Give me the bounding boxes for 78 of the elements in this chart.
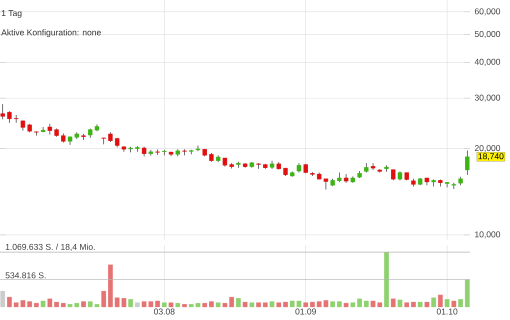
bar bbox=[404, 302, 410, 308]
bar bbox=[464, 279, 470, 308]
bar bbox=[135, 302, 140, 308]
bar bbox=[418, 302, 423, 308]
bar bbox=[60, 302, 66, 308]
candlestick bbox=[324, 178, 328, 190]
bar bbox=[370, 300, 376, 308]
bar bbox=[444, 299, 450, 308]
bar bbox=[34, 302, 39, 308]
text: 1 Tag bbox=[2, 10, 22, 18]
candlestick bbox=[182, 148, 187, 156]
bar bbox=[128, 299, 133, 308]
text: 18,740 bbox=[478, 153, 504, 160]
bar bbox=[209, 301, 214, 308]
bar bbox=[256, 302, 261, 308]
bar bbox=[390, 298, 396, 308]
candlestick bbox=[256, 162, 261, 170]
bar bbox=[324, 300, 328, 308]
bar bbox=[451, 300, 456, 308]
candlestick bbox=[196, 145, 200, 152]
candlestick bbox=[364, 162, 369, 173]
ref-line-label: 534.816 S. bbox=[6, 272, 46, 278]
candlestick bbox=[0, 104, 5, 120]
bar bbox=[364, 300, 369, 308]
bar bbox=[438, 294, 443, 308]
ref-line-label: 1.069.633 S. / 18,4 Mio. bbox=[6, 244, 95, 251]
bar bbox=[270, 301, 274, 308]
bar bbox=[431, 298, 436, 308]
candlestick bbox=[88, 128, 92, 138]
y-tick-label: 20,000 bbox=[474, 145, 500, 152]
bar bbox=[202, 302, 208, 308]
bar bbox=[122, 298, 126, 308]
candlestick bbox=[108, 132, 113, 142]
bar bbox=[337, 301, 342, 308]
bar bbox=[101, 290, 106, 308]
candlestick bbox=[370, 162, 376, 170]
y-tick-label: 40,000 bbox=[474, 58, 500, 66]
bar bbox=[384, 252, 389, 308]
bar bbox=[182, 304, 187, 308]
candlestick bbox=[48, 123, 52, 135]
candlestick bbox=[465, 150, 470, 176]
y-tick-label: 30,000 bbox=[474, 94, 500, 102]
bar bbox=[398, 300, 402, 308]
candlestick bbox=[296, 162, 302, 173]
candlestick bbox=[391, 169, 396, 181]
bar bbox=[458, 299, 463, 308]
bar bbox=[249, 302, 254, 308]
candlestick bbox=[81, 134, 86, 141]
x-tick-label: 01.10 bbox=[436, 308, 458, 315]
bar bbox=[344, 302, 348, 308]
bar bbox=[0, 290, 6, 308]
y-tick-label: 50,000 bbox=[474, 31, 500, 38]
y-tick-label: 60,000 bbox=[474, 8, 500, 16]
candlestick bbox=[155, 149, 160, 156]
x-tick-label: 01.09 bbox=[295, 308, 316, 315]
bar bbox=[242, 302, 248, 308]
annotation: Aktive Konfiguration: none bbox=[1, 29, 101, 38]
candlestick bbox=[384, 164, 389, 172]
bar bbox=[424, 302, 430, 308]
candlestick bbox=[337, 172, 342, 182]
bar bbox=[142, 301, 146, 308]
bar bbox=[168, 302, 174, 308]
candlestick bbox=[7, 110, 12, 124]
bar bbox=[377, 302, 382, 308]
bar bbox=[303, 302, 308, 308]
x-tick-label: 03.08 bbox=[154, 308, 175, 315]
y-tick-label: 10,000 bbox=[475, 231, 500, 238]
bar bbox=[175, 302, 180, 308]
bar bbox=[236, 298, 241, 308]
candlestick bbox=[61, 133, 66, 143]
bar bbox=[330, 301, 335, 308]
bar bbox=[81, 301, 86, 308]
bar bbox=[40, 300, 46, 308]
bar bbox=[411, 302, 416, 308]
candlestick bbox=[142, 146, 146, 157]
bar bbox=[162, 302, 167, 308]
bar bbox=[216, 302, 221, 308]
bar bbox=[262, 302, 268, 308]
